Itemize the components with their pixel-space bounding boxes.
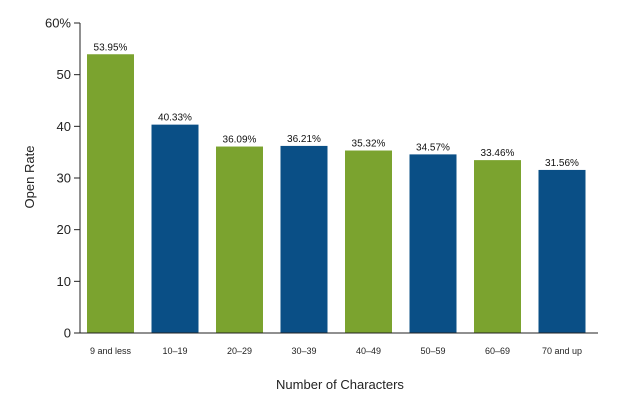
bar bbox=[87, 54, 134, 334]
y-axis-title: Open Rate bbox=[22, 146, 37, 209]
x-tick-label: 30–39 bbox=[291, 346, 316, 356]
x-tick-label: 50–59 bbox=[420, 346, 445, 356]
y-tick-label: 60% bbox=[45, 16, 71, 31]
bar bbox=[538, 169, 586, 333]
x-tick-label: 60–69 bbox=[485, 346, 510, 356]
data-label: 36.09% bbox=[223, 135, 257, 146]
bar bbox=[280, 145, 328, 333]
data-label: 35.32% bbox=[352, 139, 386, 150]
y-axis: 0 10 20 30 40 50 60% bbox=[45, 16, 81, 341]
x-tick-label: 70 and up bbox=[542, 346, 582, 356]
data-label: 40.33% bbox=[158, 113, 192, 124]
y-tick-label: 10 bbox=[57, 274, 71, 289]
y-tick-label: 0 bbox=[64, 326, 71, 341]
x-tick-label: 9 and less bbox=[90, 346, 132, 356]
data-label: 53.95% bbox=[94, 42, 128, 53]
x-axis-title: Number of Characters bbox=[276, 377, 404, 392]
bar bbox=[345, 150, 392, 333]
bar bbox=[409, 154, 457, 333]
x-tick-label: 40–49 bbox=[356, 346, 381, 356]
y-tick-label: 20 bbox=[57, 222, 71, 237]
data-label: 33.46% bbox=[481, 148, 515, 159]
bars: 53.95% 40.33% 36.09% 36.21% 35.32% 34.57% 33.4… bbox=[87, 42, 586, 334]
data-label: 36.21% bbox=[287, 134, 321, 145]
data-label: 34.57% bbox=[416, 142, 450, 153]
bar bbox=[151, 124, 199, 334]
y-tick-label: 30 bbox=[57, 171, 71, 186]
data-label: 31.56% bbox=[545, 158, 579, 169]
bar bbox=[474, 160, 521, 333]
x-tick-label: 20–29 bbox=[227, 346, 252, 356]
y-tick-label: 50 bbox=[57, 67, 71, 82]
x-tick-label: 10–19 bbox=[162, 346, 187, 356]
y-tick-label: 40 bbox=[57, 119, 71, 134]
x-axis: 9 and less 10–19 20–29 30–39 40–49 50–59 60–69… bbox=[80, 332, 598, 356]
bar bbox=[216, 146, 263, 333]
